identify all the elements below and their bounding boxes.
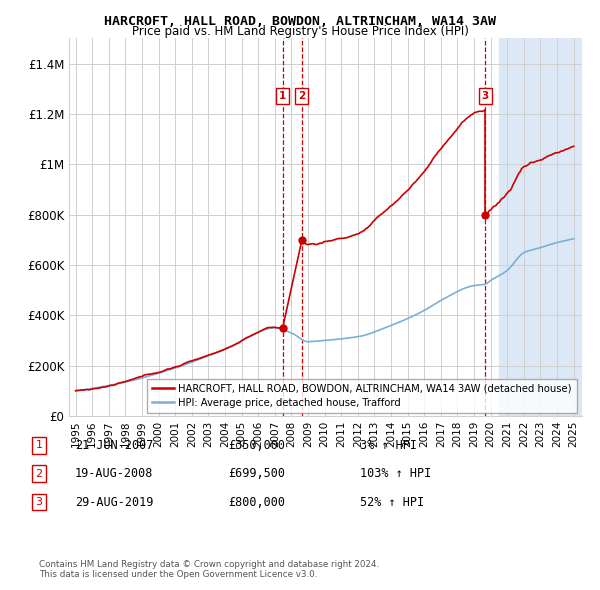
Text: 2: 2 xyxy=(298,91,305,101)
Text: 1: 1 xyxy=(35,441,43,450)
Legend: HARCROFT, HALL ROAD, BOWDON, ALTRINCHAM, WA14 3AW (detached house), HPI: Average: HARCROFT, HALL ROAD, BOWDON, ALTRINCHAM,… xyxy=(146,379,577,413)
Text: HARCROFT, HALL ROAD, BOWDON, ALTRINCHAM, WA14 3AW: HARCROFT, HALL ROAD, BOWDON, ALTRINCHAM,… xyxy=(104,15,496,28)
Text: 19-AUG-2008: 19-AUG-2008 xyxy=(75,467,154,480)
Text: 103% ↑ HPI: 103% ↑ HPI xyxy=(360,467,431,480)
Text: 29-AUG-2019: 29-AUG-2019 xyxy=(75,496,154,509)
Text: 3% ↑ HPI: 3% ↑ HPI xyxy=(360,439,417,452)
Bar xyxy=(499,38,582,416)
Text: £699,500: £699,500 xyxy=(228,467,285,480)
Text: Price paid vs. HM Land Registry's House Price Index (HPI): Price paid vs. HM Land Registry's House … xyxy=(131,25,469,38)
Text: Contains HM Land Registry data © Crown copyright and database right 2024.
This d: Contains HM Land Registry data © Crown c… xyxy=(39,560,379,579)
Text: £800,000: £800,000 xyxy=(228,496,285,509)
Text: 3: 3 xyxy=(481,91,488,101)
Text: 21-JUN-2007: 21-JUN-2007 xyxy=(75,439,154,452)
Text: 2: 2 xyxy=(35,469,43,478)
Text: 52% ↑ HPI: 52% ↑ HPI xyxy=(360,496,424,509)
Text: 1: 1 xyxy=(279,91,286,101)
Text: 3: 3 xyxy=(35,497,43,507)
Text: £350,000: £350,000 xyxy=(228,439,285,452)
